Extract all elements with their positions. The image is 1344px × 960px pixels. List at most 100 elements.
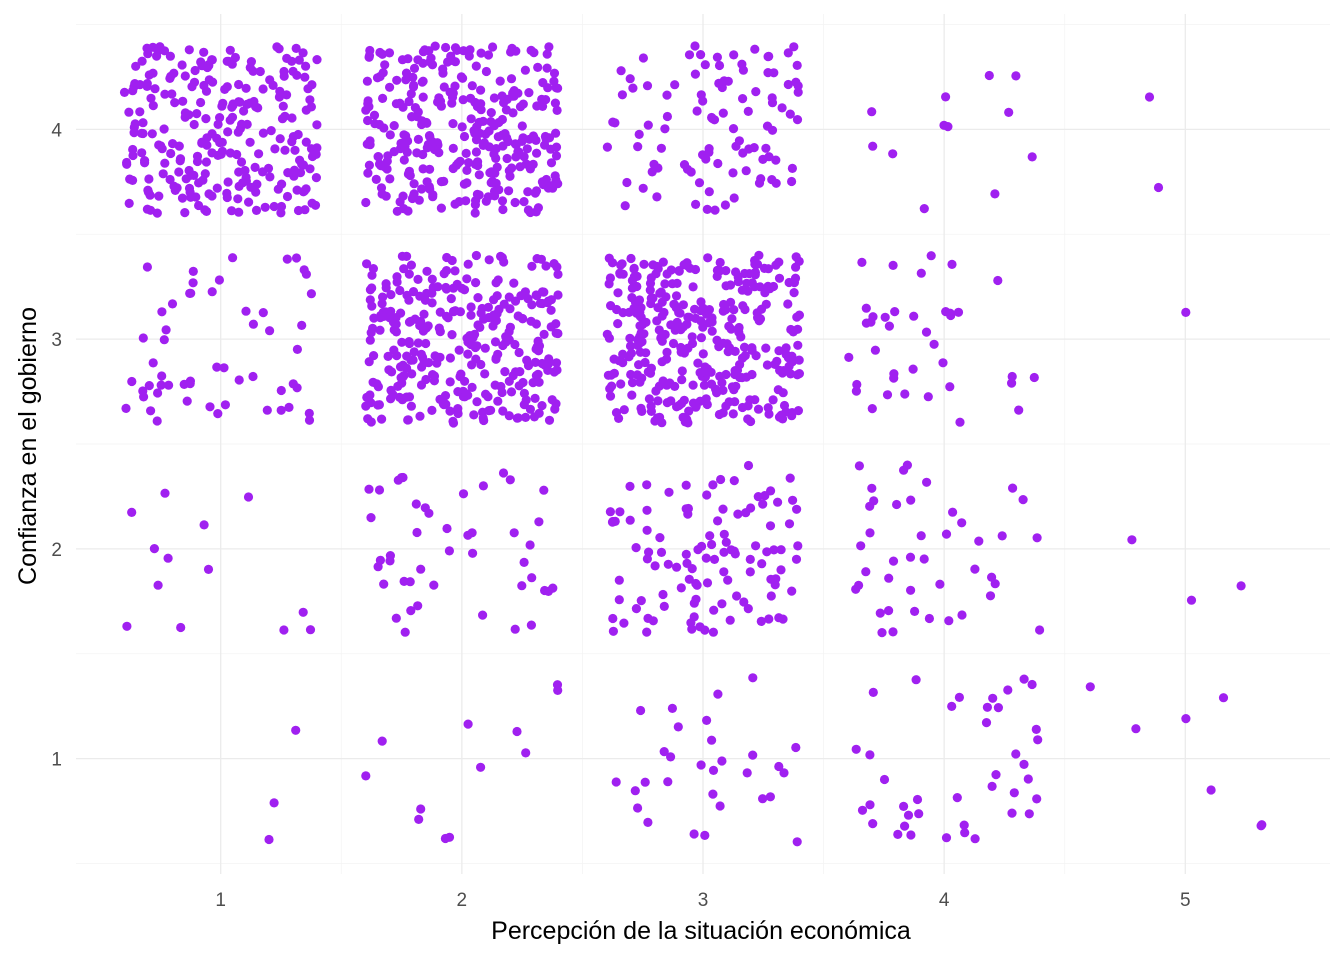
data-point xyxy=(550,98,561,108)
data-point xyxy=(616,66,626,76)
data-point xyxy=(301,137,311,147)
data-point xyxy=(312,55,322,65)
data-point xyxy=(412,527,422,538)
data-point xyxy=(521,159,531,169)
data-point xyxy=(546,305,556,315)
data-point xyxy=(121,403,131,413)
data-point xyxy=(899,465,909,475)
data-point xyxy=(497,387,507,398)
data-point xyxy=(660,124,670,134)
data-point xyxy=(717,599,727,609)
data-point xyxy=(489,93,499,103)
data-point xyxy=(712,271,722,281)
data-point xyxy=(921,327,932,337)
data-point xyxy=(215,113,225,123)
data-point xyxy=(365,140,375,150)
data-point xyxy=(400,141,410,151)
data-point xyxy=(534,377,544,387)
data-point xyxy=(607,258,618,268)
data-point xyxy=(526,620,537,630)
data-point xyxy=(169,181,179,191)
data-point xyxy=(631,604,642,614)
data-point xyxy=(625,481,635,491)
data-point xyxy=(452,279,462,289)
data-point xyxy=(517,581,527,591)
data-point xyxy=(197,138,207,148)
data-point xyxy=(250,162,260,172)
data-point xyxy=(779,400,790,411)
data-point xyxy=(255,66,265,77)
data-point xyxy=(248,319,258,329)
data-point xyxy=(610,118,620,128)
data-point xyxy=(138,118,148,128)
data-point xyxy=(466,302,476,312)
data-point xyxy=(888,149,898,159)
data-point xyxy=(413,107,423,117)
data-point xyxy=(389,345,399,355)
data-point xyxy=(404,269,414,279)
data-point xyxy=(536,254,547,264)
data-point xyxy=(715,257,725,268)
data-point xyxy=(707,326,717,336)
data-point xyxy=(458,95,468,105)
data-point xyxy=(707,539,717,550)
data-point xyxy=(434,323,444,333)
data-point xyxy=(1035,625,1045,635)
data-point xyxy=(1206,785,1216,795)
data-point xyxy=(472,341,482,351)
data-point xyxy=(181,174,191,184)
data-point xyxy=(388,317,399,327)
data-point xyxy=(425,184,435,194)
data-point xyxy=(228,253,238,263)
data-point xyxy=(473,293,483,303)
data-point xyxy=(721,401,731,411)
data-point xyxy=(888,260,898,270)
data-point xyxy=(265,172,275,182)
data-point xyxy=(188,278,198,288)
data-point xyxy=(174,167,184,177)
data-point xyxy=(730,346,740,356)
data-point xyxy=(448,418,459,428)
data-point xyxy=(906,830,916,840)
data-point xyxy=(524,88,534,98)
data-point xyxy=(1004,107,1014,117)
data-point xyxy=(406,401,416,411)
data-point xyxy=(479,314,489,324)
data-point xyxy=(656,547,667,558)
data-point xyxy=(626,369,636,380)
data-point xyxy=(696,760,706,770)
data-point xyxy=(743,401,753,411)
data-point xyxy=(258,84,268,94)
data-point xyxy=(189,170,199,180)
data-point xyxy=(471,61,481,71)
data-point xyxy=(779,768,789,778)
data-point xyxy=(900,389,910,399)
data-point xyxy=(760,491,770,501)
data-point xyxy=(517,121,527,131)
data-point xyxy=(405,577,415,587)
data-point xyxy=(264,834,274,845)
data-point xyxy=(196,57,206,67)
data-point xyxy=(734,136,745,146)
data-point xyxy=(435,352,445,362)
data-point xyxy=(1085,682,1095,692)
data-point xyxy=(364,160,374,170)
data-point xyxy=(888,556,899,566)
data-point xyxy=(446,51,456,61)
data-point xyxy=(180,71,190,81)
data-point xyxy=(411,499,421,509)
data-point xyxy=(152,416,162,426)
data-point xyxy=(537,401,547,411)
data-point xyxy=(484,255,494,265)
data-point xyxy=(644,394,655,404)
data-point xyxy=(468,333,478,343)
data-point xyxy=(275,86,285,96)
data-point xyxy=(769,545,779,555)
data-point xyxy=(375,47,385,58)
data-point xyxy=(450,43,461,53)
data-point xyxy=(707,735,717,745)
data-point xyxy=(416,349,426,359)
data-point xyxy=(129,122,139,132)
data-point xyxy=(699,380,710,390)
data-point xyxy=(401,68,412,78)
